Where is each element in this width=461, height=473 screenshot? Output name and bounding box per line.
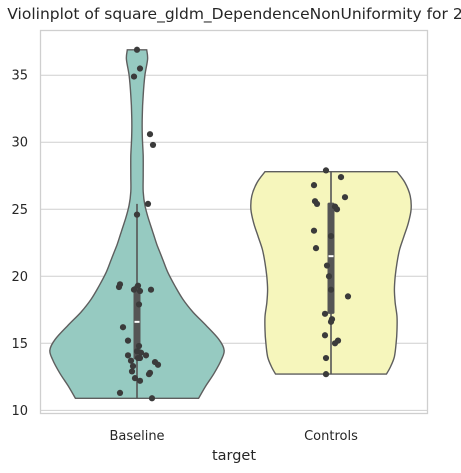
median-mark-controls: [328, 255, 334, 258]
data-point: [312, 245, 320, 252]
data-point: [116, 389, 124, 396]
data-point: [149, 141, 157, 149]
y-tick-label: 25: [11, 203, 28, 218]
data-point: [119, 324, 127, 331]
data-point: [129, 362, 137, 370]
data-point: [322, 167, 330, 174]
data-point: [331, 340, 339, 347]
x-tick-label: Controls: [304, 429, 358, 444]
data-point: [325, 273, 333, 280]
data-point: [146, 131, 154, 138]
data-point: [322, 371, 330, 378]
data-point: [344, 293, 352, 300]
plot-frame: [39, 29, 429, 415]
data-point: [136, 65, 144, 72]
data-point: [327, 286, 335, 293]
data-point: [127, 357, 135, 364]
data-point: [322, 354, 330, 362]
data-point: [310, 182, 318, 189]
y-tick-label: 15: [11, 337, 28, 352]
y-tick-label: 20: [11, 270, 28, 285]
data-point: [333, 206, 341, 213]
data-point: [115, 283, 123, 291]
data-point: [337, 173, 345, 181]
data-point: [323, 262, 331, 269]
data-points: [115, 46, 352, 402]
data-point: [135, 301, 143, 308]
data-point: [327, 232, 335, 240]
data-point: [321, 310, 329, 317]
data-point: [144, 200, 152, 208]
median-mark-baseline: [134, 320, 140, 323]
data-point: [321, 332, 329, 339]
data-point: [310, 227, 318, 234]
data-point: [313, 200, 321, 208]
y-tick-label: 35: [11, 69, 28, 84]
violins: [49, 49, 412, 399]
data-point: [124, 337, 132, 344]
chart-title: Violinplot of square_gldm_DependenceNonU…: [7, 5, 461, 24]
data-point: [133, 211, 141, 218]
data-point: [128, 368, 136, 375]
data-point: [130, 286, 138, 293]
data-point: [131, 375, 139, 382]
y-tick-label: 10: [11, 404, 28, 419]
data-point: [124, 352, 132, 359]
data-point: [142, 352, 150, 359]
data-point: [130, 73, 138, 80]
data-point: [154, 361, 162, 368]
iqr-box-controls: [327, 202, 335, 314]
data-point: [134, 354, 142, 362]
tick-labels: 10 15 20 25 30 35 Baseline Controls: [11, 69, 358, 444]
data-point: [133, 46, 141, 53]
data-point: [327, 318, 335, 325]
data-point: [136, 287, 144, 295]
y-tick-label: 30: [11, 136, 28, 151]
data-point: [145, 371, 153, 378]
x-tick-label: Baseline: [109, 429, 164, 444]
data-point: [147, 286, 155, 293]
data-point: [134, 282, 142, 289]
data-point: [148, 395, 156, 402]
x-axis-label: target: [212, 448, 256, 464]
data-point: [135, 342, 143, 350]
data-point: [341, 194, 349, 201]
data-point: [137, 349, 145, 356]
data-point: [136, 377, 144, 384]
